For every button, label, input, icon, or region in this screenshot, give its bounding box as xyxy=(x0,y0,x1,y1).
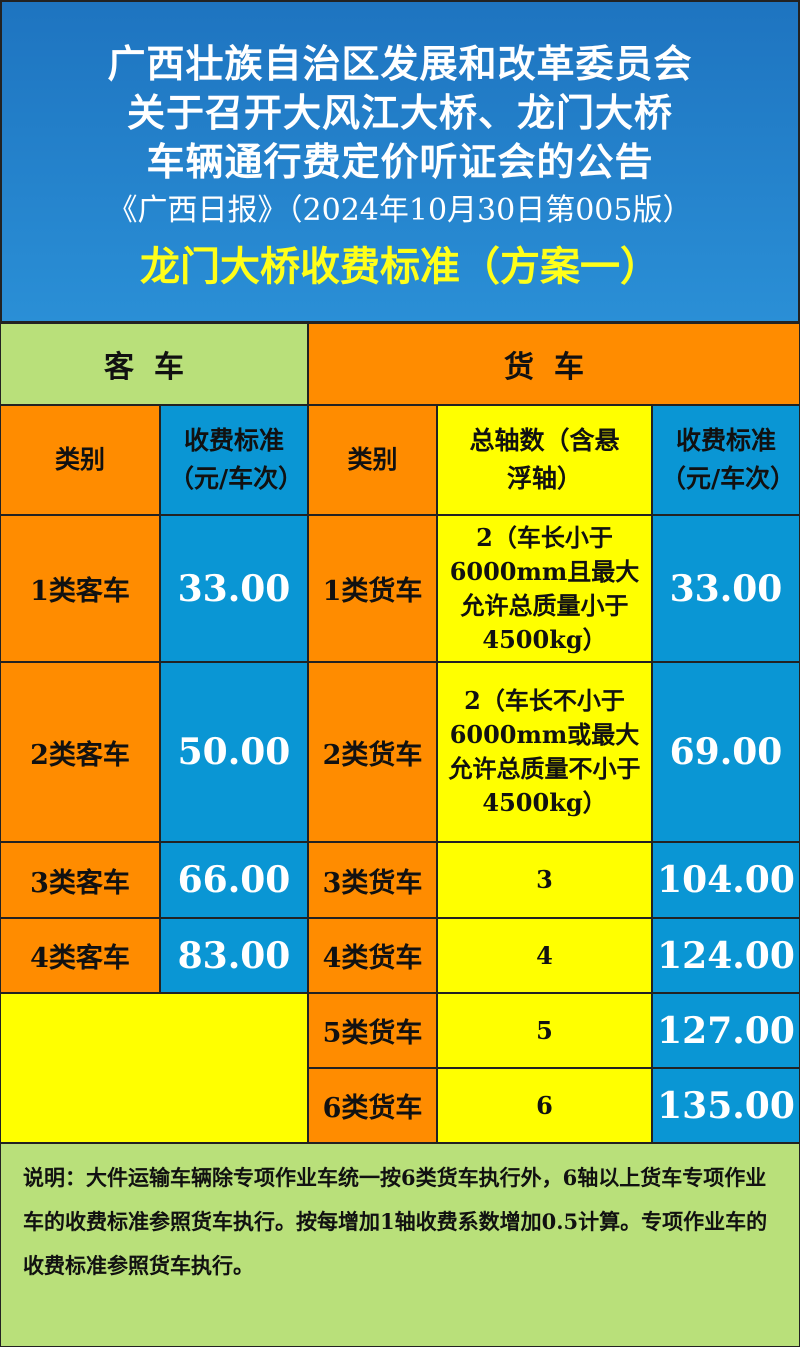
truck-fee: 135.00 xyxy=(652,1068,800,1143)
truck-axles: 2（车长小于6000mm且最大允许总质量小于4500kg） xyxy=(437,515,652,662)
passenger-category: 1类客车 xyxy=(0,515,160,662)
truck-fee: 124.00 xyxy=(652,918,800,993)
passenger-category: 3类客车 xyxy=(0,842,160,918)
truck-axles: 6 xyxy=(437,1068,652,1143)
passenger-header: 客车 xyxy=(0,323,308,405)
passenger-category: 4类客车 xyxy=(0,918,160,993)
truck-category: 1类货车 xyxy=(308,515,437,662)
truck-category: 6类货车 xyxy=(308,1068,437,1143)
empty-cell xyxy=(0,993,308,1143)
truck-fee: 69.00 xyxy=(652,662,800,842)
col-category-truck: 类别 xyxy=(308,405,437,515)
title-line-1: 广西壮族自治区发展和改革委员会 xyxy=(107,42,693,86)
truck-fee: 33.00 xyxy=(652,515,800,662)
col-fee-passenger: 收费标准（元/车次） xyxy=(160,405,308,515)
passenger-fee: 83.00 xyxy=(160,918,308,993)
truck-category: 5类货车 xyxy=(308,993,437,1068)
truck-header: 货车 xyxy=(308,323,800,405)
truck-axles: 2（车长不小于6000mm或最大允许总质量不小于4500kg） xyxy=(437,662,652,842)
note-text: 说明：大件运输车辆除专项作业车统一按6类货车执行外，6轴以上货车专项作业车的收费… xyxy=(0,1143,800,1347)
truck-fee: 104.00 xyxy=(652,842,800,918)
truck-fee: 127.00 xyxy=(652,993,800,1068)
truck-axles: 3 xyxy=(437,842,652,918)
title-line-3: 车辆通行费定价听证会的公告 xyxy=(146,140,654,184)
passenger-category: 2类客车 xyxy=(0,662,160,842)
col-category-passenger: 类别 xyxy=(0,405,160,515)
source-line: 《广西日报》（2024年10月30日第005版） xyxy=(107,193,693,228)
passenger-fee: 66.00 xyxy=(160,842,308,918)
truck-category: 3类货车 xyxy=(308,842,437,918)
truck-category: 4类货车 xyxy=(308,918,437,993)
truck-axles: 4 xyxy=(437,918,652,993)
passenger-fee: 33.00 xyxy=(160,515,308,662)
col-fee-truck: 收费标准（元/车次） xyxy=(652,405,800,515)
truck-category: 2类货车 xyxy=(308,662,437,842)
passenger-fee: 50.00 xyxy=(160,662,308,842)
col-axles: 总轴数（含悬浮轴） xyxy=(437,405,652,515)
truck-axles: 5 xyxy=(437,993,652,1068)
title-banner: 广西壮族自治区发展和改革委员会 关于召开大风江大桥、龙门大桥 车辆通行费定价听证… xyxy=(0,0,800,323)
subtitle: 龙门大桥收费标准（方案一） xyxy=(140,244,660,290)
title-line-2: 关于召开大风江大桥、龙门大桥 xyxy=(126,91,673,135)
